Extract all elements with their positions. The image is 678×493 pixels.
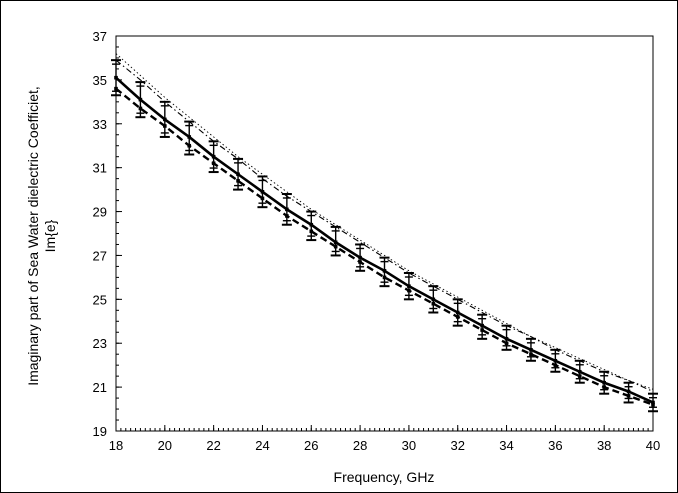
x-axis-title: Frequency, GHz (334, 469, 435, 485)
y-tick-label: 33 (93, 117, 107, 132)
series-line-3 (115, 59, 654, 393)
y-tick-label: 21 (93, 380, 107, 395)
series-line-4 (115, 53, 654, 390)
x-tick-label: 28 (353, 438, 367, 453)
y-tick-label: 29 (93, 205, 107, 220)
x-tick-labels: 18 20 22 24 26 28 30 32 34 36 38 40 (109, 438, 660, 453)
y-tick-label: 27 (93, 248, 107, 263)
y-tick-labels: 19 21 23 25 27 29 31 33 35 37 (93, 29, 107, 439)
series-layer (111, 53, 658, 413)
x-tick-label: 40 (646, 438, 660, 453)
x-tick-label: 22 (206, 438, 220, 453)
plot-border (115, 35, 654, 432)
x-tick-label: 34 (499, 438, 513, 453)
y-tick-label: 31 (93, 161, 107, 176)
x-tick-label: 30 (402, 438, 416, 453)
y-axis-title-line-1: Imaginary part of Sea Water dielectric C… (25, 86, 41, 386)
x-tick-label: 24 (255, 438, 269, 453)
x-tick-label: 18 (109, 438, 123, 453)
y-tick-label: 23 (93, 336, 107, 351)
series-line-1 (115, 76, 654, 404)
x-tick-label: 20 (158, 438, 172, 453)
y-tick-label: 25 (93, 292, 107, 307)
x-tick-label: 32 (450, 438, 464, 453)
x-tick-label: 26 (304, 438, 318, 453)
x-tick-label: 36 (548, 438, 562, 453)
y-tick-label: 19 (93, 424, 107, 439)
minor-ticks (115, 35, 654, 432)
series-line-2 (115, 87, 654, 406)
y-tick-label: 37 (93, 29, 107, 44)
plot-area (111, 35, 658, 432)
y-axis-title: Imaginary part of Sea Water dielectric C… (25, 86, 58, 386)
x-tick-label: 38 (597, 438, 611, 453)
y-axis-title-line-2: Im{e} (42, 219, 58, 252)
y-tick-label: 35 (93, 73, 107, 88)
